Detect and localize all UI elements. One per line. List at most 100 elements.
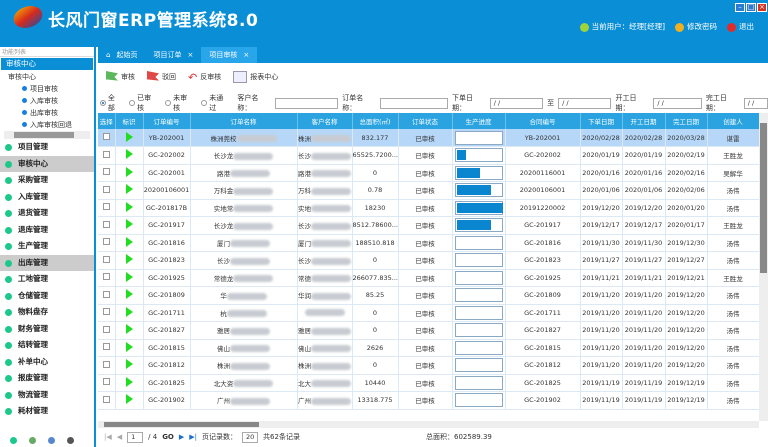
order-input[interactable] [380, 97, 448, 109]
sidebar-item[interactable]: 报废管理 [0, 370, 94, 387]
table-row[interactable]: GC-202002 长沙龙 长沙 65525.7200... 已审核 GC-202002 2… [98, 146, 760, 165]
column-header[interactable]: 总面积(㎡) [352, 113, 399, 129]
table-row[interactable]: GC-201827 雅居 雅居 0 已审核 GC-201827 2019/11/20 2019… [98, 321, 760, 340]
last-page-button[interactable]: ▶| [189, 433, 198, 441]
radio-approved[interactable]: 已审核 [129, 93, 157, 113]
first-page-button[interactable]: |◀ [104, 433, 112, 441]
radio-all[interactable]: 全部 [100, 93, 121, 113]
maximize-button[interactable]: □ [746, 3, 756, 12]
sidebar-item[interactable]: 仓储管理 [0, 288, 94, 305]
reject-button[interactable]: 驳回 [147, 71, 176, 83]
column-header[interactable]: 订单名称 [190, 113, 298, 129]
radio-rejected[interactable]: 未通过 [201, 93, 229, 113]
table-row[interactable]: GC-201815 佛山 佛山 2626 已审核 GC-201815 2019/11/20 2… [98, 339, 760, 357]
horizontal-scrollbar[interactable] [98, 421, 759, 428]
table-row[interactable]: GC-201812 株洲 株洲 0 已审核 GC-201812 2019/11/20 2019… [98, 356, 760, 375]
tree-scrollbar[interactable] [4, 131, 90, 139]
sidebar-item[interactable]: 补单中心 [0, 354, 94, 371]
row-checkbox[interactable] [98, 374, 116, 392]
sidebar-item[interactable]: 耗材管理 [0, 403, 94, 420]
column-header[interactable]: 选择 [98, 113, 116, 129]
table-row[interactable]: GC-202001 路港 路港 0 已审核 20200116001 2020/01/16 20… [98, 164, 760, 182]
row-checkbox[interactable] [98, 391, 116, 410]
unapprove-button[interactable]: ↶ 反审核 [188, 70, 222, 84]
go-button[interactable]: GO [162, 433, 174, 441]
order-date-from[interactable]: / / [489, 97, 544, 109]
row-checkbox[interactable] [98, 164, 116, 182]
table-row[interactable]: GC-201823 长沙 长沙 0 已审核 GC-201823 2019/11/27 2019… [98, 251, 760, 270]
order-date-to[interactable]: / / [558, 97, 612, 109]
page-size-input[interactable]: 20 [242, 431, 259, 443]
sidebar-item[interactable]: 财务管理 [0, 321, 94, 338]
approve-button[interactable]: 审核 [106, 71, 135, 83]
sidebar-item[interactable]: 退库管理 [0, 222, 94, 239]
row-checkbox[interactable] [98, 339, 116, 357]
finish-date-input[interactable]: / / [743, 97, 768, 109]
function-search[interactable]: 功能列表 [0, 47, 94, 57]
sidebar-item[interactable]: 物流管理 [0, 387, 94, 404]
report-center-button[interactable]: 报表中心 [233, 71, 278, 83]
sidebar-item[interactable]: 生产管理 [0, 238, 94, 255]
tree-item[interactable]: 项目审核 [8, 83, 94, 95]
customer-input[interactable] [275, 97, 339, 109]
tree-root[interactable]: 审核中心 [8, 73, 36, 81]
row-checkbox[interactable] [98, 356, 116, 375]
column-header[interactable]: 创建人 [707, 113, 760, 129]
column-header[interactable]: 完工日期 [665, 113, 708, 129]
prev-page-button[interactable]: ◀ [116, 433, 123, 441]
next-page-button[interactable]: ▶ [178, 433, 185, 441]
sidebar-item[interactable]: 物料盘存 [0, 304, 94, 321]
sidebar-item[interactable]: 入库管理 [0, 189, 94, 206]
row-checkbox[interactable] [98, 234, 116, 252]
radio-unapproved[interactable]: 未审核 [165, 93, 193, 113]
table-row[interactable]: GC-201825 北大资 北大 10440 已审核 GC-201825 2019/11/1… [98, 374, 760, 392]
sidebar-item[interactable]: 工地管理 [0, 271, 94, 288]
row-checkbox[interactable] [98, 321, 116, 340]
page-input[interactable]: 1 [127, 431, 144, 443]
table-row[interactable]: GC-201917 长沙龙 长沙 8512.78600... 已审核 GC-201917 2… [98, 216, 760, 235]
tree-item[interactable]: 入库审核 [8, 95, 94, 107]
tree-item[interactable]: 入库审核回退 [8, 119, 94, 131]
table-row[interactable]: YB-202001 株洲莞校 株洲 832.177 已审核 YB-202001 2020/0… [98, 129, 760, 147]
column-header[interactable]: 客户名称 [297, 113, 353, 129]
row-checkbox[interactable] [98, 146, 116, 165]
tree-item[interactable]: 出库审核 [8, 107, 94, 119]
table-row[interactable]: GC-201816 厦门 厦门 188510.818 已审核 GC-201816 2019/… [98, 234, 760, 252]
table-row[interactable]: GC-201711 杭 0 已审核 GC-201711 2019/11/20 2019/11… [98, 304, 760, 322]
row-checkbox[interactable] [98, 181, 116, 200]
table-row[interactable]: GC-201809 华华润 85.25 已审核 GC-201809 2019/11/20 2… [98, 286, 760, 305]
tab-project-audit[interactable]: 项目审核 × [201, 47, 258, 63]
row-checkbox[interactable] [98, 129, 116, 147]
row-checkbox[interactable] [98, 199, 116, 217]
logout-button[interactable]: 退出 [727, 21, 754, 32]
vertical-scrollbar[interactable] [759, 113, 768, 421]
sidebar-item[interactable]: 项目管理 [0, 139, 94, 156]
row-checkbox[interactable] [98, 286, 116, 305]
table-row[interactable]: GC-201817B 实地常 实地 18230 已审核 20191220002 2019/1… [98, 199, 760, 217]
column-header[interactable]: 订单状态 [398, 113, 453, 129]
minimize-button[interactable]: – [735, 3, 745, 12]
row-checkbox[interactable] [98, 269, 116, 287]
table-row[interactable]: GC-201902 广州 广州 13318.775 已审核 GC-201902 2019/1… [98, 391, 760, 410]
change-password-button[interactable]: 修改密码 [675, 21, 717, 32]
column-header[interactable]: 订单编号 [143, 113, 191, 129]
close-button[interactable]: × [757, 3, 767, 12]
sidebar-item[interactable]: 结转管理 [0, 337, 94, 354]
table-row[interactable]: GC-201925 常德龙 常德 266077.835... 已审核 GC-201925 2… [98, 269, 760, 287]
column-header[interactable]: 生产进度 [452, 113, 506, 129]
start-date-input[interactable]: / / [653, 97, 702, 109]
column-header[interactable]: 开工日期 [622, 113, 666, 129]
panel-title[interactable]: 审核中心 [1, 58, 93, 70]
tab-project-orders[interactable]: 项目订单 × [145, 47, 201, 63]
row-checkbox[interactable] [98, 216, 116, 235]
column-header[interactable]: 下单日期 [580, 113, 623, 129]
column-header[interactable]: 标识 [115, 113, 144, 129]
sidebar-item[interactable]: 退货管理 [0, 205, 94, 222]
sidebar-item[interactable]: 出库管理 [0, 254, 94, 271]
row-checkbox[interactable] [98, 251, 116, 270]
sidebar-item[interactable]: 采购管理 [0, 172, 94, 189]
table-row[interactable]: 20200106001 万科金 万科 0.78 已审核 20200106001 2020/0… [98, 181, 760, 200]
row-checkbox[interactable] [98, 304, 116, 322]
tab-home[interactable]: ⌂ 起始页 [106, 51, 138, 59]
column-header[interactable]: 合同编号 [505, 113, 581, 129]
